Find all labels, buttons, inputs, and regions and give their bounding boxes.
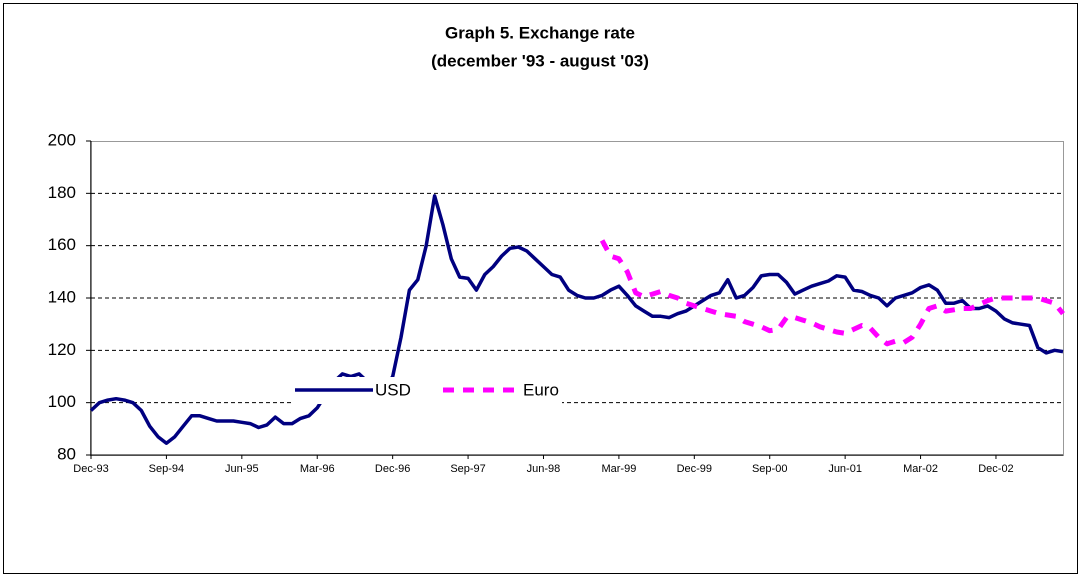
x-tick-label: Dec-96 [375,463,410,475]
chart-subtitle: (december '93 - august '03) [431,51,649,70]
x-tick-label: Mar-02 [903,463,938,475]
y-tick-label: 140 [48,287,76,306]
x-tick-label: Jun-98 [527,463,561,475]
x-tick-label: Jun-95 [225,463,259,475]
y-tick-label: 120 [48,340,76,359]
y-tick-label: 180 [48,183,76,202]
x-tick-label: Dec-99 [677,463,712,475]
legend-label: Euro [523,380,559,399]
y-tick-label: 100 [48,392,76,411]
y-tick-label: 80 [57,444,76,463]
x-tick-label: Mar-96 [300,463,335,475]
chart-title: Graph 5. Exchange rate [445,23,635,42]
series-line [89,194,1064,445]
x-tick-label: Dec-93 [73,463,108,475]
y-tick-label: 160 [48,235,76,254]
legend-label: USD [375,380,411,399]
legend: USD Euro [292,377,562,404]
y-tick-label: 200 [48,130,76,149]
x-tick-label: Sep-00 [752,463,787,475]
x-tick-label: Jun-01 [828,463,862,475]
series-line [599,239,1065,347]
x-tick-label: Dec-02 [978,463,1013,475]
x-tick-label: Mar-99 [601,463,636,475]
x-tick-label: Sep-97 [450,463,485,475]
x-tick-label: Sep-94 [149,463,184,475]
